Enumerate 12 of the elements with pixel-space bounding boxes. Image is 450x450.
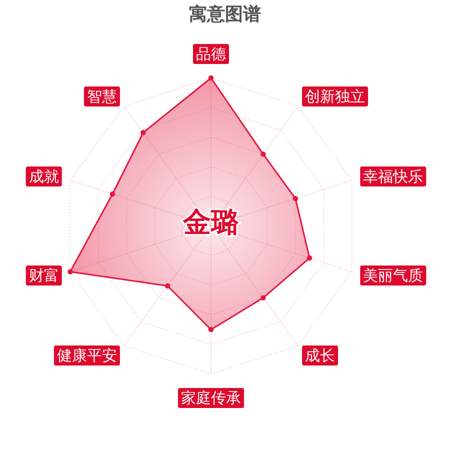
spoke-label: 美丽气质 (363, 266, 424, 284)
spoke-label: 财富 (28, 266, 59, 284)
spoke-label: 智慧 (86, 88, 117, 106)
spoke-label: 品德 (196, 45, 226, 63)
spoke-label: 成长 (305, 346, 336, 364)
spoke-label: 创新独立 (305, 88, 366, 106)
spoke-label: 成就 (28, 168, 59, 186)
spoke-label: 家庭传承 (181, 389, 241, 407)
spoke-label: 幸福快乐 (363, 168, 424, 186)
chart-title: 寓意图谱 (189, 4, 261, 25)
text: 金璐 (182, 206, 240, 238)
spoke-label: 健康平安 (56, 346, 117, 364)
